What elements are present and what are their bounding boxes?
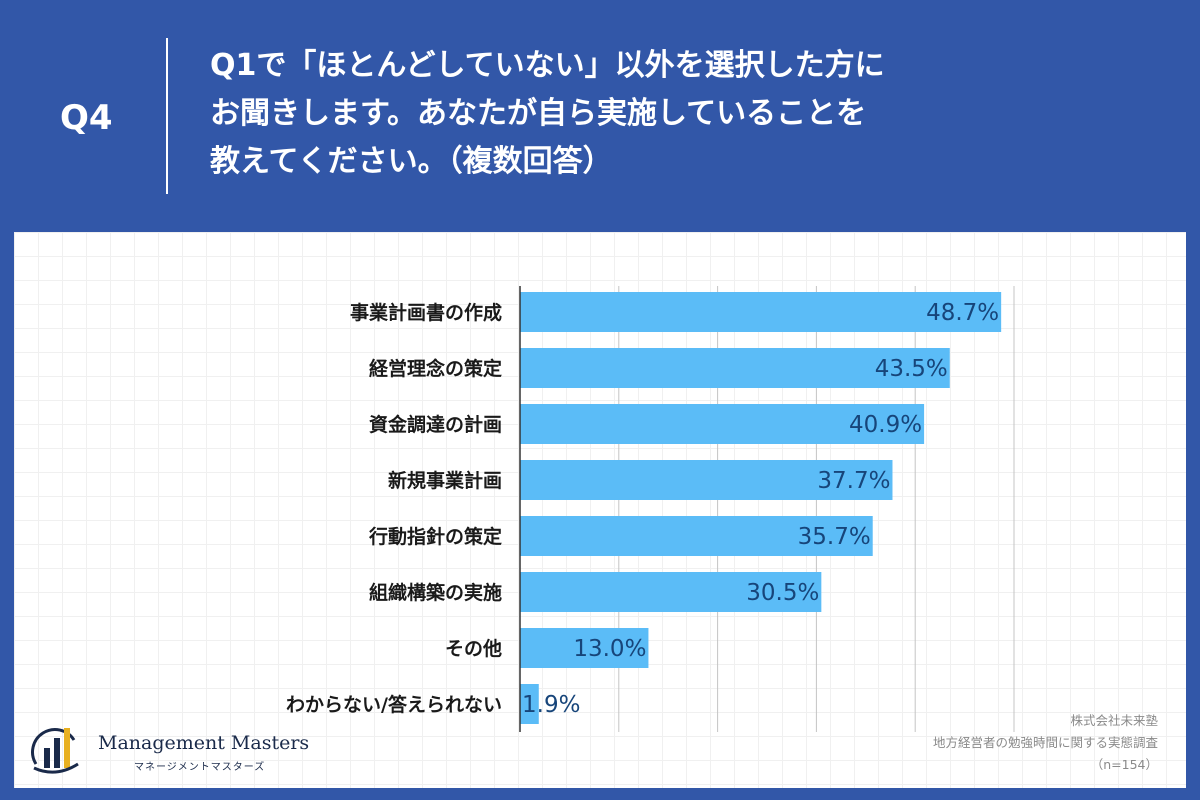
bar — [520, 460, 893, 500]
company-logo: Management Masters マネージメントマスターズ — [26, 724, 326, 780]
category-label: 行動指針の策定 — [368, 525, 502, 548]
category-label: その他 — [445, 637, 502, 660]
question-number: Q4 — [60, 98, 113, 138]
bar — [520, 572, 822, 612]
value-label: 13.0% — [573, 636, 646, 662]
logo-title: Management Masters — [98, 732, 310, 754]
question-header: Q4 Q1で「ほとんどしていない」以外を選択した方に お聞きします。あなたが自ら… — [0, 0, 1200, 232]
header-divider — [166, 38, 168, 194]
logo-mark-icon — [31, 728, 79, 774]
bar-chart: 事業計画書の作成 48.7% 経営理念の策定 43.5% 資金調達の計画 40.9% 新規事… — [286, 286, 1015, 732]
value-label: 30.5% — [746, 580, 819, 606]
category-label: 新規事業計画 — [388, 469, 502, 492]
question-text: Q1で「ほとんどしていない」以外を選択した方に お聞きします。あなたが自ら実施し… — [210, 42, 1170, 186]
source-note: 株式会社未来塾 地方経営者の勉強時間に関する実態調査 （n=154） — [933, 710, 1158, 776]
value-label: 35.7% — [798, 524, 871, 550]
logo-subtitle: マネージメントマスターズ — [134, 762, 266, 773]
category-label: 事業計画書の作成 — [350, 301, 502, 324]
value-label: 40.9% — [849, 412, 922, 438]
source-company: 株式会社未来塾 — [1070, 713, 1158, 728]
source-sample: （n=154） — [1090, 757, 1158, 772]
category-label: 経営理念の策定 — [369, 357, 502, 380]
question-line-3: 教えてください。（複数回答） — [210, 144, 613, 179]
value-label: 37.7% — [817, 468, 890, 494]
bar — [520, 628, 649, 668]
category-label: 組織構築の実施 — [369, 581, 502, 604]
bar — [520, 684, 539, 724]
value-label: 48.7% — [926, 300, 999, 326]
chart-panel: 事業計画書の作成 48.7% 経営理念の策定 43.5% 資金調達の計画 40.9% 新規事… — [14, 232, 1186, 788]
question-line-1: Q1で「ほとんどしていない」以外を選択した方に — [210, 48, 885, 83]
category-label: わからない/答えられない — [286, 693, 502, 716]
category-label: 資金調達の計画 — [369, 413, 502, 436]
source-survey: 地方経営者の勉強時間に関する実態調査 — [932, 735, 1158, 750]
bar — [520, 516, 873, 556]
bar — [520, 292, 1002, 332]
value-label: 1.9% — [522, 692, 580, 718]
question-line-2: お聞きします。あなたが自ら実施していることを — [210, 96, 867, 131]
bar — [520, 404, 925, 444]
value-label: 43.5% — [875, 356, 948, 382]
bar — [520, 348, 950, 388]
